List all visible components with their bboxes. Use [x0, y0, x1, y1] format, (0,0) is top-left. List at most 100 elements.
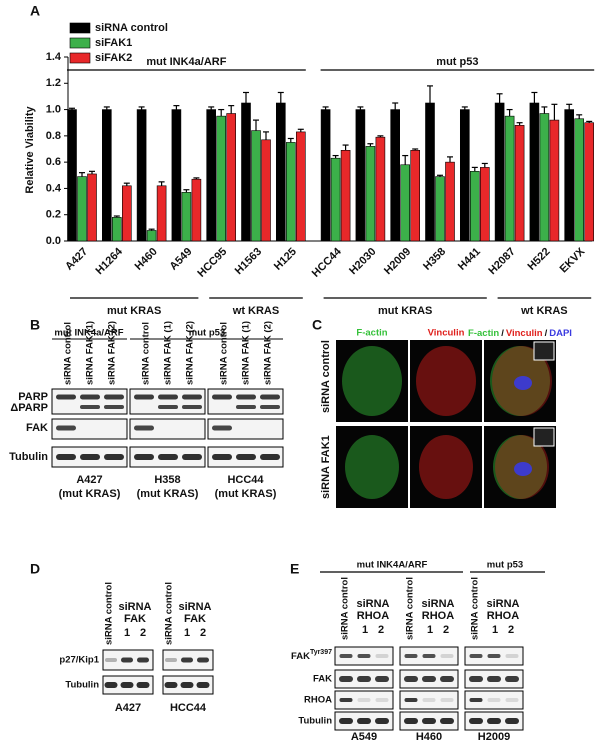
treatment-label: RHOA: [487, 610, 519, 622]
bar: [514, 125, 525, 242]
blot-band: [440, 698, 454, 702]
blot-band: [357, 676, 371, 682]
blot-band: [212, 454, 232, 460]
cell-stain: [342, 346, 402, 416]
bar: [156, 185, 167, 242]
blot-band: [487, 676, 501, 682]
blot-band: [212, 425, 232, 431]
lane-label: siRNA control: [63, 322, 74, 385]
lane-label: siRNA control: [470, 577, 481, 640]
y-axis-label: Relative Viability: [24, 106, 36, 194]
lane-label: siRNA FAK (1): [241, 321, 252, 385]
bar: [181, 192, 192, 242]
column-label: Vinculin: [428, 328, 465, 339]
micrograph: [336, 426, 408, 508]
x-tick-label: H460: [133, 246, 160, 273]
blot-band: [404, 718, 418, 724]
bar: [102, 109, 112, 242]
cell-stain: [416, 346, 476, 416]
cell-stain: [345, 435, 399, 499]
row-label: Tubulin: [9, 451, 48, 463]
error-bar: [342, 144, 349, 151]
cell-line: H358: [154, 474, 180, 486]
group-label: mut INK4a/ARF: [146, 56, 226, 68]
cell-line: A427: [76, 474, 102, 486]
error-bar: [89, 170, 95, 174]
error-bar: [103, 106, 110, 110]
blot-band: [158, 454, 178, 460]
blot-band: [134, 394, 154, 400]
row-label: FAK: [26, 422, 48, 434]
blot-band: [487, 718, 501, 724]
y-tick-label: 1.0: [46, 103, 61, 115]
lane-label: siRNA FAK (2): [107, 321, 118, 385]
group-label: mut p53: [436, 56, 478, 68]
lane-label: siRNA FAK (2): [185, 321, 196, 385]
bar: [355, 109, 366, 242]
blot-band: [80, 454, 100, 460]
error-bar: [392, 102, 399, 110]
x-tick-label: H1563: [233, 246, 264, 277]
lane-label: siRNA control: [405, 577, 416, 640]
lane-number: 1: [427, 624, 433, 636]
legend-swatch: [69, 22, 91, 34]
bar: [400, 164, 411, 242]
group-label: mut INK4A/ARF: [357, 560, 428, 571]
blot-band: [357, 654, 371, 658]
bar: [435, 176, 445, 242]
treatment-label: siRNA: [118, 601, 151, 613]
blot-band: [197, 657, 209, 663]
row-label: RHOA: [304, 695, 332, 706]
panel-label: D: [30, 561, 40, 577]
y-tick-label: 1.4: [46, 51, 62, 63]
blot-band: [487, 698, 501, 702]
error-bar: [496, 93, 503, 103]
legend-label: siFAK1: [95, 37, 132, 49]
blot-band: [134, 425, 154, 431]
row-label: siRNA FAK1: [320, 435, 332, 499]
bar: [574, 118, 585, 242]
error-bar: [287, 137, 294, 143]
blot-band: [182, 405, 202, 409]
error-bar: [402, 154, 409, 165]
row-label-main: FAK: [291, 651, 310, 662]
error-bar: [263, 131, 269, 140]
treatment-label: FAK: [124, 613, 146, 625]
x-tick-label: A427: [63, 246, 90, 273]
group-label: mut KRAS: [378, 305, 432, 317]
cell-line: H2009: [478, 731, 510, 743]
bar: [206, 109, 216, 242]
blot-band: [56, 454, 76, 460]
blot-band: [236, 454, 256, 460]
blot-band: [104, 394, 124, 400]
bar: [171, 109, 182, 242]
error-bar: [516, 122, 523, 126]
blot-box: [334, 690, 394, 710]
error-bar: [322, 106, 329, 110]
blot-band: [236, 394, 256, 400]
blot-band: [165, 658, 177, 662]
group-label: mut KRAS: [107, 305, 161, 317]
cell-line: HCC44: [227, 474, 264, 486]
x-tick-label: H522: [525, 246, 552, 273]
error-bar: [173, 105, 180, 110]
blot-band: [440, 676, 454, 682]
x-tick-label: HCC44: [310, 245, 345, 280]
panel-label: B: [30, 317, 40, 333]
blot-band: [505, 698, 519, 702]
error-bar: [566, 103, 573, 110]
y-tick-label: 0.0: [46, 235, 61, 247]
lane-label: siRNA FAK (1): [163, 321, 174, 385]
blot-band: [104, 682, 118, 688]
lane-number: 1: [492, 624, 498, 636]
blot-band: [404, 654, 418, 658]
blot-band: [440, 654, 454, 658]
treatment-label: siRNA: [486, 598, 519, 610]
group-label: mut p53: [487, 560, 523, 571]
blot-band: [236, 405, 256, 409]
blot-band: [260, 394, 280, 400]
blot-band: [134, 454, 154, 460]
blot-band: [469, 718, 483, 724]
cell-line: A427: [115, 702, 141, 714]
bar: [330, 157, 341, 242]
